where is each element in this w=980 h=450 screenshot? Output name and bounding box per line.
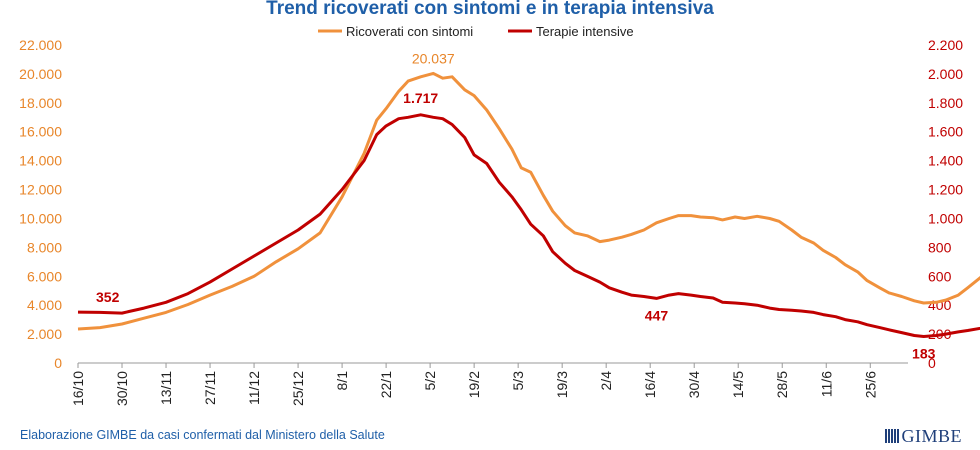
- legend-label-ricoverati: Ricoverati con sintomi: [346, 24, 473, 39]
- y-left-tick-label: 22.000: [19, 37, 62, 53]
- logo-mark-icon: [884, 429, 899, 443]
- axes: 0 2.000 4.000 6.000 8.000 10.000 12.000 14.000 1…: [19, 37, 963, 406]
- chart-title: Trend ricoverati con sintomi e in terapi…: [266, 0, 714, 19]
- x-tick-label: 27/11: [202, 371, 218, 405]
- y-left-tick-label: 8.000: [27, 239, 62, 255]
- x-tick-label: 22/1: [378, 371, 394, 398]
- y-left-tick-label: 4.000: [27, 297, 62, 313]
- gimbe-logo: GIMBE: [884, 426, 963, 447]
- data-label: 447: [645, 307, 669, 323]
- x-tick-label: 30/4: [686, 371, 702, 398]
- x-tick-label: 28/5: [774, 371, 790, 398]
- x-tick-label: 8/1: [334, 371, 350, 391]
- logo-text: GIMBE: [901, 426, 962, 446]
- y-right-tick-label: 1.800: [928, 95, 963, 111]
- y-left-tick-label: 6.000: [27, 268, 62, 284]
- x-tick-label: 13/11: [158, 371, 174, 405]
- x-tick-label: 11/12: [246, 371, 262, 405]
- data-label: 20.037: [412, 50, 455, 66]
- y-right-tick-label: 1.200: [928, 182, 963, 198]
- data-label: 183: [912, 346, 936, 362]
- y-left-tick-label: 12.000: [19, 182, 62, 198]
- y-left-tick-label: 2.000: [27, 326, 62, 342]
- series-lines: [77, 71, 980, 338]
- y-left-tick-label: 10.000: [19, 210, 62, 226]
- data-label: 352: [96, 289, 120, 305]
- y-right-tick-label: 1.400: [928, 153, 963, 169]
- y-right-tick-label: 2.000: [928, 66, 963, 82]
- x-tick-label: 14/5: [730, 371, 746, 398]
- series-line-terapie: [77, 113, 980, 338]
- x-tick-label: 25/6: [862, 371, 878, 398]
- y-right-tick-label: 0: [928, 355, 936, 371]
- y-left-tick-label: 20.000: [19, 66, 62, 82]
- y-right-tick-label: 2.200: [928, 37, 963, 53]
- y-left-tick-label: 18.000: [19, 95, 62, 111]
- x-tick-label: 11/6: [818, 371, 834, 397]
- series-line-ricoverati: [77, 71, 980, 331]
- x-tick-label: 16/4: [642, 371, 658, 398]
- x-tick-label: 19/3: [554, 371, 570, 398]
- legend: Ricoverati con sintomi Terapie intensive: [318, 24, 634, 39]
- x-tick-label: 19/2: [466, 371, 482, 398]
- y-left-tick-label: 16.000: [19, 124, 62, 140]
- data-label: 1.717: [403, 90, 438, 106]
- y-right-tick-label: 600: [928, 268, 952, 284]
- y-right-tick-label: 1.600: [928, 124, 963, 140]
- y-right-tick-label: 800: [928, 239, 952, 255]
- x-tick-label: 5/2: [422, 371, 438, 391]
- y-left-tick-label: 0: [54, 355, 62, 371]
- x-tick-label: 30/10: [114, 371, 130, 406]
- y-left-tick-label: 14.000: [19, 153, 62, 169]
- x-tick-label: 16/10: [70, 371, 86, 406]
- data-annotations: 20.0378.5521.717352447183343: [96, 50, 936, 362]
- x-tick-label: 2/4: [598, 371, 614, 391]
- x-tick-label: 5/3: [510, 371, 526, 391]
- footer-source: Elaborazione GIMBE da casi confermati da…: [20, 428, 385, 442]
- x-tick-label: 25/12: [290, 371, 306, 406]
- legend-label-terapie: Terapie intensive: [536, 24, 634, 39]
- y-right-tick-label: 1.000: [928, 210, 963, 226]
